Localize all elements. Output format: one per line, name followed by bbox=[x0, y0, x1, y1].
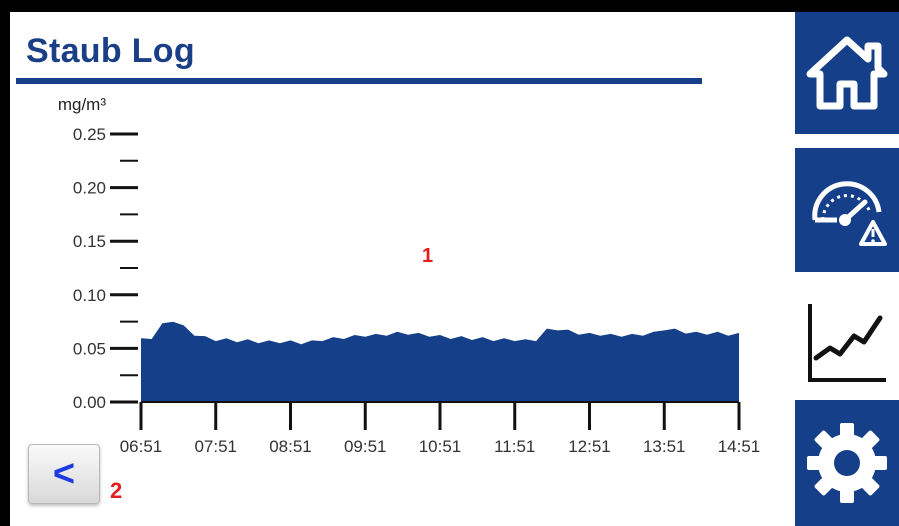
page-title: Staub Log bbox=[26, 32, 195, 70]
y-axis-unit-label: mg/m³ bbox=[58, 95, 107, 114]
x-tick-label: 10:51 bbox=[419, 437, 462, 456]
gauge-warning-icon bbox=[812, 181, 887, 246]
home-button[interactable] bbox=[795, 12, 899, 134]
title-underline bbox=[16, 78, 702, 84]
y-tick-label: 0.10 bbox=[73, 286, 106, 305]
x-tick-label: 12:51 bbox=[568, 437, 611, 456]
dust-area-series bbox=[141, 321, 739, 402]
x-tick-label: 11:51 bbox=[494, 437, 535, 456]
trend-chart-icon bbox=[808, 304, 886, 382]
dust-log-chart: 0.00 0.05 0.10 0.15 0.20 0.25 mg/m³ 06:51 07:51 0… bbox=[58, 95, 761, 456]
x-tick-label: 08:51 bbox=[269, 437, 312, 456]
annotation-marker-2: 2 bbox=[110, 478, 123, 503]
screen: Staub Log 0.00 0.05 0.10 0.15 0.20 0.25 mg/m³ 0… bbox=[10, 12, 899, 526]
x-tick-label: 09:51 bbox=[344, 437, 387, 456]
x-tick-label: 13:51 bbox=[643, 437, 686, 456]
y-tick-label: 0.25 bbox=[73, 125, 106, 144]
x-tick-label: 14:51 bbox=[718, 437, 761, 456]
x-tick-label: 07:51 bbox=[194, 437, 237, 456]
sidebar-nav bbox=[795, 12, 899, 526]
alarm-button[interactable] bbox=[795, 148, 899, 272]
y-tick-label: 0.15 bbox=[73, 232, 106, 251]
home-icon bbox=[806, 36, 888, 110]
back-button[interactable]: < bbox=[28, 444, 100, 504]
x-tick-label: 06:51 bbox=[120, 437, 163, 456]
settings-button[interactable] bbox=[795, 400, 899, 526]
annotation-marker-1: 1 bbox=[422, 245, 433, 267]
y-tick-label: 0.05 bbox=[73, 339, 106, 358]
log-button[interactable] bbox=[795, 286, 899, 400]
y-tick-label: 0.20 bbox=[73, 179, 106, 198]
y-tick-label: 0.00 bbox=[73, 393, 106, 412]
gear-icon bbox=[807, 423, 887, 503]
